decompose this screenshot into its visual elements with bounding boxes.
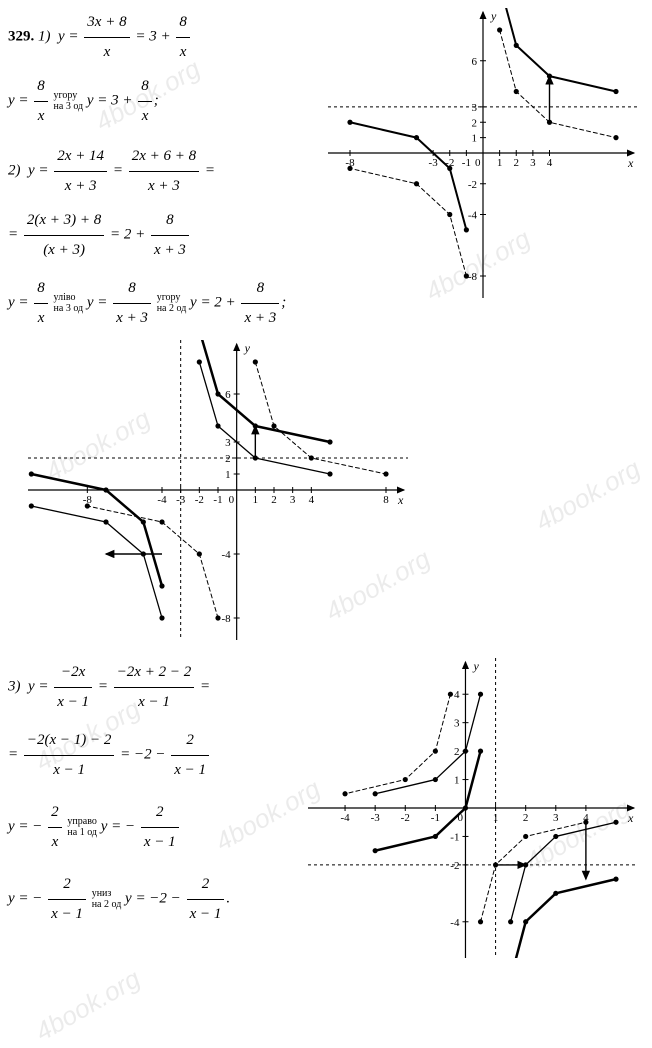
svg-text:1: 1 bbox=[225, 469, 231, 481]
fraction: 8x + 3 bbox=[113, 274, 151, 332]
svg-text:-4: -4 bbox=[468, 210, 478, 222]
svg-text:y: y bbox=[244, 341, 251, 355]
shift-annotation: униз на 2 од bbox=[92, 888, 122, 910]
problem-2-line1: 2) y = 2x + 14x + 3 = 2x + 6 + 8x + 3 = bbox=[8, 142, 328, 200]
fraction: 2x − 1 bbox=[141, 798, 179, 856]
svg-text:-8: -8 bbox=[468, 271, 478, 283]
problem-2-chain: y = 8x уліво на 3 од y = 8x + 3 угору на… bbox=[8, 274, 328, 332]
svg-text:y: y bbox=[490, 9, 497, 23]
svg-text:-3: -3 bbox=[176, 494, 186, 506]
svg-text:3: 3 bbox=[530, 157, 536, 169]
svg-text:3: 3 bbox=[225, 437, 231, 449]
fraction: 8x + 3 bbox=[241, 274, 279, 332]
shift-annotation: уліво на 3 од bbox=[54, 292, 84, 314]
svg-text:1: 1 bbox=[493, 812, 499, 824]
svg-text:4: 4 bbox=[454, 689, 460, 701]
svg-text:1: 1 bbox=[253, 494, 258, 506]
fraction: 2x + 6 + 8x + 3 bbox=[129, 142, 199, 200]
svg-text:x: x bbox=[627, 811, 634, 825]
svg-text:x: x bbox=[627, 156, 634, 170]
svg-text:x: x bbox=[397, 493, 404, 507]
fraction: 8x bbox=[34, 274, 48, 332]
chart-3: -4-3-2-11234-4-2-112340xy bbox=[308, 658, 638, 958]
problem-3-chain2: y = − 2x − 1 униз на 2 од y = −2 − 2x − … bbox=[8, 870, 308, 928]
svg-text:-1: -1 bbox=[431, 812, 440, 824]
svg-text:-4: -4 bbox=[221, 549, 231, 561]
svg-text:2: 2 bbox=[472, 117, 478, 129]
shift-annotation: угору на 2 од bbox=[157, 292, 187, 314]
fraction: 3x + 8x bbox=[84, 8, 129, 66]
svg-text:1: 1 bbox=[497, 157, 503, 169]
watermark: 4book.org bbox=[30, 963, 146, 1048]
svg-text:-1: -1 bbox=[462, 157, 471, 169]
problem-2-line2: = 2(x + 3) + 8(x + 3) = 2 + 8x + 3 bbox=[8, 206, 328, 264]
fraction: 2x − 1 bbox=[187, 870, 225, 928]
svg-text:y: y bbox=[472, 659, 479, 673]
svg-text:1: 1 bbox=[472, 133, 478, 145]
fraction: 8x bbox=[34, 72, 48, 130]
svg-text:2: 2 bbox=[454, 746, 460, 758]
fraction: 2x + 14x + 3 bbox=[54, 142, 107, 200]
chart-1: -8-3-2-11234-8-4-212360xy bbox=[328, 8, 638, 298]
svg-text:2: 2 bbox=[225, 453, 231, 465]
fraction: 8x bbox=[176, 8, 190, 66]
svg-text:-2: -2 bbox=[450, 860, 459, 872]
svg-text:4: 4 bbox=[309, 494, 315, 506]
fraction: 2(x + 3) + 8(x + 3) bbox=[24, 206, 104, 264]
svg-text:-4: -4 bbox=[450, 917, 460, 929]
shift-annotation: угору на 3 од bbox=[54, 90, 84, 112]
problem-3-line1: 3) y = −2xx − 1 = −2x + 2 − 2x − 1 = bbox=[8, 658, 308, 716]
svg-text:0: 0 bbox=[229, 494, 235, 506]
chart-2: -8-4-3-2-112348-8-412360xy bbox=[28, 340, 644, 640]
svg-text:-1: -1 bbox=[213, 494, 222, 506]
problem-1-line1: 329. 1) y = 3x + 8x = 3 + 8x bbox=[8, 8, 328, 66]
svg-text:1: 1 bbox=[454, 775, 460, 787]
svg-text:8: 8 bbox=[383, 494, 389, 506]
fraction: −2(x − 1) − 2x − 1 bbox=[24, 726, 115, 784]
svg-text:-8: -8 bbox=[221, 613, 231, 625]
svg-text:-3: -3 bbox=[371, 812, 381, 824]
fraction: 2x bbox=[48, 798, 62, 856]
problem-3-chain1: y = − 2x управо на 1 од y = − 2x − 1 bbox=[8, 798, 308, 856]
problem-number: 329. bbox=[8, 28, 34, 44]
svg-text:3: 3 bbox=[553, 812, 559, 824]
svg-text:2: 2 bbox=[523, 812, 529, 824]
svg-text:4: 4 bbox=[547, 157, 553, 169]
svg-text:2: 2 bbox=[514, 157, 520, 169]
fraction: −2x + 2 − 2x − 1 bbox=[114, 658, 195, 716]
problem-1-line2: y = 8x угору на 3 од y = 3 + 8x; bbox=[8, 72, 328, 130]
svg-text:-3: -3 bbox=[429, 157, 439, 169]
fraction: 8x + 3 bbox=[151, 206, 189, 264]
fraction: 8x bbox=[138, 72, 152, 130]
svg-text:-2: -2 bbox=[401, 812, 410, 824]
svg-text:-2: -2 bbox=[468, 179, 477, 191]
svg-text:-1: -1 bbox=[450, 831, 459, 843]
fraction: −2xx − 1 bbox=[54, 658, 92, 716]
svg-text:-4: -4 bbox=[157, 494, 167, 506]
svg-text:6: 6 bbox=[225, 389, 231, 401]
svg-text:2: 2 bbox=[271, 494, 277, 506]
svg-text:3: 3 bbox=[472, 102, 478, 114]
svg-text:0: 0 bbox=[475, 157, 481, 169]
svg-text:3: 3 bbox=[290, 494, 296, 506]
svg-text:3: 3 bbox=[454, 718, 460, 730]
svg-text:-2: -2 bbox=[195, 494, 204, 506]
fraction: 2x − 1 bbox=[48, 870, 86, 928]
svg-text:6: 6 bbox=[472, 56, 478, 68]
shift-annotation: управо на 1 од bbox=[67, 816, 97, 838]
svg-text:-4: -4 bbox=[340, 812, 350, 824]
problem-3-line2: = −2(x − 1) − 2x − 1 = −2 − 2x − 1 bbox=[8, 726, 308, 784]
fraction: 2x − 1 bbox=[171, 726, 209, 784]
